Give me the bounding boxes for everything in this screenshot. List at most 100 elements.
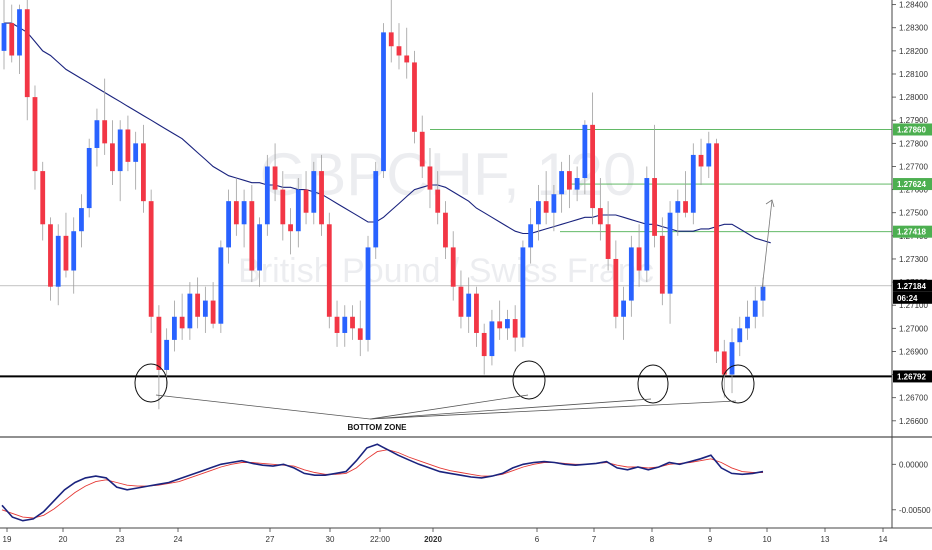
candle <box>636 224 642 287</box>
candle-body <box>466 293 472 317</box>
countdown-badge-text: 06:24 <box>897 294 918 303</box>
candle-body <box>388 32 394 47</box>
candle-body <box>613 258 619 317</box>
candle <box>86 138 92 218</box>
candle <box>698 138 704 185</box>
candle <box>148 189 154 333</box>
bottom-zone-annotation: BOTTOM ZONE <box>134 199 775 432</box>
zone-connector <box>369 394 529 420</box>
x-tick-label: 19 <box>3 535 12 544</box>
candlestick-series <box>1 0 766 410</box>
watermark-description: British Pound / Swiss Franc <box>238 252 654 290</box>
candle-body <box>226 201 232 248</box>
x-tick-label: 9 <box>708 535 713 544</box>
candle-body <box>590 124 596 209</box>
price-axis[interactable]: 1.266001.267001.268001.269001.270001.271… <box>892 1 928 426</box>
candle-body <box>652 178 657 236</box>
y-tick-label: 1.27900 <box>899 116 928 125</box>
last-price-badge: 1.27184 <box>893 279 932 292</box>
candle-body <box>319 171 324 225</box>
price-level-badge: 1.27624 <box>893 178 932 191</box>
zone-connector <box>369 400 737 420</box>
candle <box>334 300 340 347</box>
candle <box>613 240 619 329</box>
oscillator-series-line <box>1 443 764 522</box>
candle-body <box>551 194 557 213</box>
candle-body <box>257 224 262 271</box>
y-tick-label: 1.27700 <box>899 162 928 171</box>
candle-body <box>721 351 727 375</box>
candle-body <box>1 23 7 51</box>
candle-body <box>512 319 518 338</box>
candle-body <box>63 235 69 271</box>
candle-body <box>737 328 743 343</box>
y-tick-label: 1.28300 <box>899 24 928 33</box>
candle-body <box>86 147 92 209</box>
candle <box>551 184 557 232</box>
candle-body <box>24 9 30 98</box>
candle <box>249 184 255 283</box>
candle-body <box>171 316 177 340</box>
price-level-badge-text: 1.27860 <box>897 125 926 134</box>
candle <box>319 154 324 236</box>
candle-body <box>443 212 448 248</box>
candle-body <box>458 286 464 317</box>
x-tick-label: 2020 <box>424 535 442 544</box>
bottom-circle <box>637 364 669 404</box>
x-tick-label: 24 <box>174 535 183 544</box>
candle-body <box>582 124 588 179</box>
candle-body <box>233 201 239 225</box>
price-level-badge: 1.27418 <box>893 225 932 238</box>
candle-body <box>605 224 611 259</box>
candle-body <box>419 131 425 167</box>
candle-body <box>218 247 224 324</box>
candle-body <box>141 143 146 202</box>
x-tick-label: 20 <box>59 535 68 544</box>
time-axis[interactable]: 19 20 23 24 27 30 22:00 2020 6 7 8 9 10 13 14 <box>3 528 888 544</box>
candle-body <box>32 97 38 172</box>
candle <box>443 201 448 259</box>
candle-body <box>497 321 503 329</box>
candle-body <box>683 201 688 213</box>
candle-body <box>528 224 534 248</box>
candle-body <box>745 316 750 329</box>
price-level-badge-bg <box>893 370 932 383</box>
candle <box>590 92 596 225</box>
candle-body <box>125 129 131 162</box>
candle <box>303 171 309 225</box>
bottom-circle <box>721 364 755 404</box>
candle <box>9 4 15 63</box>
price-level-badge: 1.27860 <box>893 123 932 136</box>
candle <box>187 282 193 340</box>
candle-body <box>520 247 526 338</box>
candle <box>745 300 750 340</box>
candle <box>288 208 293 255</box>
candle-body <box>272 166 278 190</box>
candle-body <box>110 143 115 172</box>
price-level-badge-text: 1.27418 <box>897 228 926 237</box>
candle-body <box>249 201 255 271</box>
candle <box>466 277 472 333</box>
candle-body <box>79 208 84 232</box>
candle <box>326 212 332 329</box>
candle <box>566 154 572 209</box>
candle <box>737 316 743 357</box>
candle <box>32 85 38 190</box>
bottom-zone-label: BOTTOM ZONE <box>348 423 408 432</box>
candle-body <box>404 55 410 63</box>
candle <box>272 143 278 202</box>
moving-average <box>4 22 771 244</box>
candle-body <box>40 171 46 225</box>
candle <box>63 212 69 278</box>
candle-body <box>675 201 681 213</box>
price-level-badge: 1.26792 <box>893 370 932 383</box>
candle-body <box>133 143 139 162</box>
candle-body <box>427 166 433 190</box>
candle <box>458 270 464 329</box>
candle-body <box>373 171 379 248</box>
candle-body <box>350 316 355 329</box>
candle <box>311 161 317 225</box>
candle <box>171 300 177 352</box>
x-tick-label: 10 <box>763 535 772 544</box>
